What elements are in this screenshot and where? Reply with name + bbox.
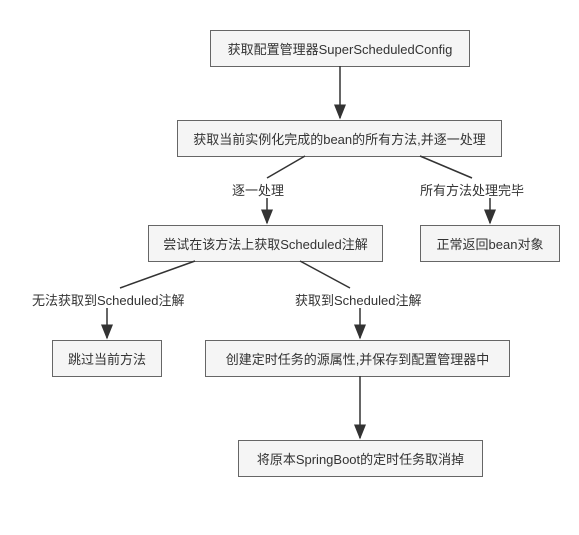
edge-label-no-annotation: 无法获取到Scheduled注解 [32, 290, 184, 309]
edge-label-all-done: 所有方法处理完毕 [420, 180, 524, 199]
edge-label-process-each: 逐一处理 [232, 180, 284, 199]
node-get-config: 获取配置管理器SuperScheduledConfig [210, 30, 470, 67]
node-try-scheduled: 尝试在该方法上获取Scheduled注解 [148, 225, 383, 262]
node-cancel-springboot: 将原本SpringBoot的定时任务取消掉 [238, 440, 483, 477]
node-create-task: 创建定时任务的源属性,并保存到配置管理器中 [205, 340, 510, 377]
node-get-methods: 获取当前实例化完成的bean的所有方法,并逐一处理 [177, 120, 502, 157]
node-skip-method: 跳过当前方法 [52, 340, 162, 377]
node-return-bean: 正常返回bean对象 [420, 225, 560, 262]
edge-label-has-annotation: 获取到Scheduled注解 [295, 290, 421, 309]
